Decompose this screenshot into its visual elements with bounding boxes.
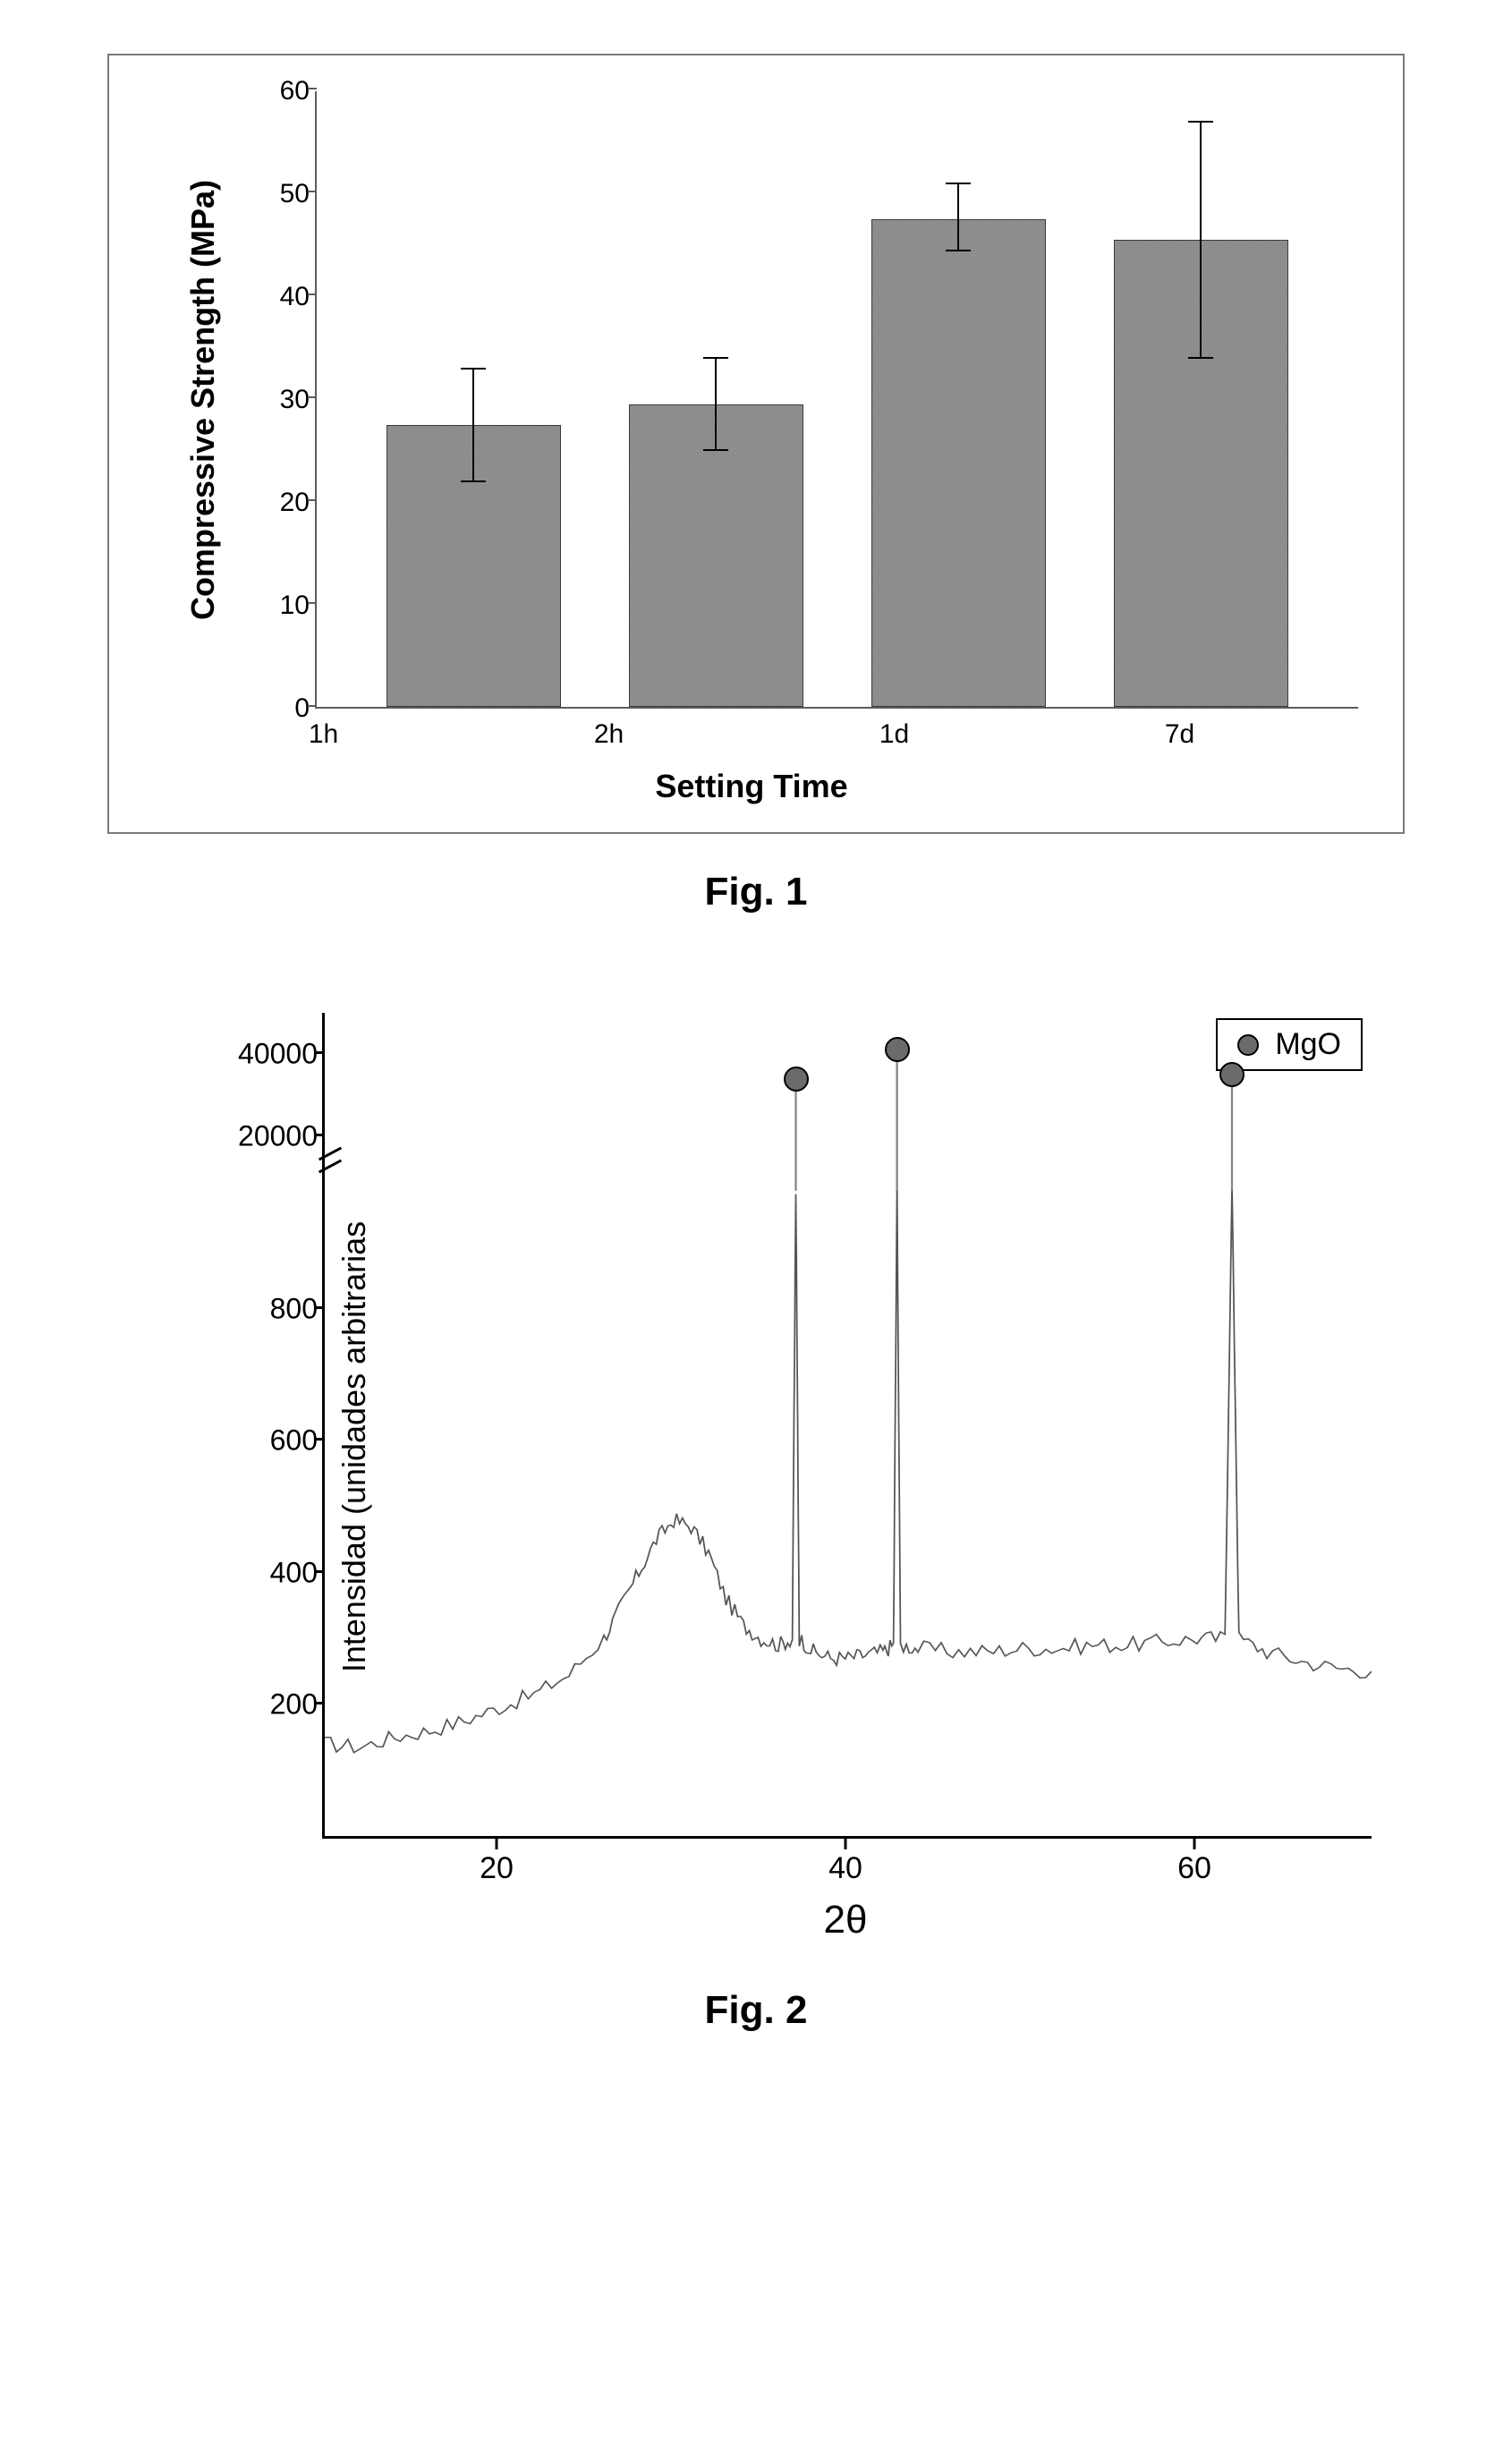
fig1-ytick: 50 bbox=[280, 179, 310, 209]
fig1-plot-area bbox=[315, 91, 1358, 709]
fig2-legend-marker bbox=[1237, 1034, 1259, 1056]
fig2-xlabel: 2θ bbox=[322, 1898, 1369, 1942]
fig1-ytick: 40 bbox=[280, 282, 310, 312]
fig1-errorbar bbox=[472, 369, 474, 481]
fig1-ylabel: Compressive Strength (MPa) bbox=[184, 180, 222, 620]
fig1-ytick-mark bbox=[308, 602, 317, 604]
fig2-ytick-mark bbox=[314, 1134, 325, 1136]
fig2-ytick-mark bbox=[314, 1438, 325, 1441]
fig1-xtick: 1d bbox=[879, 719, 909, 750]
fig1-ytick-mark bbox=[308, 705, 317, 707]
fig2-panel: Intensity (arbitrary units) Intensidad (… bbox=[107, 1013, 1405, 1952]
fig1-ytick: 10 bbox=[280, 591, 310, 621]
fig1-ytick-mark bbox=[308, 88, 317, 89]
fig1-errorbar-cap bbox=[703, 449, 728, 451]
fig1-panel: Compressive Strength (MPa) 0 10 20 30 40 50 60… bbox=[107, 54, 1405, 834]
fig1-ytick-mark bbox=[308, 499, 317, 501]
fig1-ytick-mark bbox=[308, 293, 317, 295]
fig1-ytick: 30 bbox=[280, 385, 310, 415]
fig2-line-svg bbox=[325, 1013, 1372, 1836]
fig2-ytick: 800 bbox=[237, 1293, 318, 1326]
fig1-xtick: 1h bbox=[309, 719, 338, 750]
fig1-bar-slot bbox=[871, 91, 1046, 707]
fig1-chart: Compressive Strength (MPa) 0102030405060 bbox=[145, 91, 1358, 709]
fig2-xtick: 60 bbox=[1177, 1851, 1211, 1886]
fig1-ytick: 60 bbox=[280, 76, 310, 106]
fig2-ytick: 600 bbox=[237, 1424, 318, 1458]
fig2-caption: Fig. 2 bbox=[107, 1988, 1405, 2033]
fig2-ytick-mark bbox=[314, 1051, 325, 1054]
fig1-bars bbox=[317, 91, 1358, 707]
fig1-errorbar-cap bbox=[946, 183, 971, 184]
fig2-xtick: 40 bbox=[828, 1851, 862, 1886]
fig1-xlabel: Setting Time bbox=[145, 768, 1358, 805]
fig2-legend-label: MgO bbox=[1275, 1027, 1341, 1062]
fig1-xtick: 7d bbox=[1165, 719, 1194, 750]
fig1-caption: Fig. 1 bbox=[107, 870, 1405, 914]
fig1-errorbar bbox=[715, 358, 717, 450]
fig1-errorbar bbox=[957, 183, 959, 251]
fig1-errorbar-cap bbox=[461, 368, 486, 370]
fig2-ytick: 40000 bbox=[237, 1038, 318, 1071]
fig1-errorbar-cap bbox=[461, 480, 486, 482]
fig2-xtick: 20 bbox=[480, 1851, 514, 1886]
fig1-bar-slot bbox=[629, 91, 803, 707]
fig1-yticks: 0102030405060 bbox=[261, 91, 315, 709]
fig2-ytick-mark bbox=[314, 1306, 325, 1309]
fig2-ytick: 400 bbox=[237, 1556, 318, 1589]
fig1-errorbar-cap bbox=[703, 357, 728, 359]
fig2-ytick: 20000 bbox=[237, 1120, 318, 1153]
fig2-spectrum-line bbox=[325, 1178, 1372, 1753]
fig1-bar-slot bbox=[1114, 91, 1288, 707]
fig1-ytick-mark bbox=[308, 396, 317, 398]
fig1-xticklabels: 1h 2h 1d 7d bbox=[145, 719, 1358, 750]
fig2-ytick-mark bbox=[314, 1570, 325, 1573]
fig2-peak-marker bbox=[885, 1037, 910, 1062]
fig1-errorbar-cap bbox=[946, 250, 971, 251]
fig2-xtick-mark bbox=[845, 1839, 847, 1849]
fig2-axis-break bbox=[318, 1147, 343, 1177]
fig1-bar-slot bbox=[386, 91, 561, 707]
fig1-bar bbox=[871, 219, 1046, 707]
fig1-bar-fill bbox=[871, 219, 1046, 707]
fig1-ytick: 20 bbox=[280, 488, 310, 518]
fig1-ytick-mark bbox=[308, 191, 317, 192]
fig2-peak-marker bbox=[784, 1067, 809, 1092]
fig2-peak-marker bbox=[1219, 1062, 1244, 1087]
fig1-errorbar-cap bbox=[1188, 121, 1213, 123]
fig2-ytick: 200 bbox=[237, 1687, 318, 1721]
fig1-ytick: 0 bbox=[294, 693, 310, 724]
fig1-xtick: 2h bbox=[594, 719, 624, 750]
fig1-ylabel-col: Compressive Strength (MPa) bbox=[145, 91, 261, 709]
fig2-stage: Intensity (arbitrary units) Intensidad (… bbox=[107, 1013, 1405, 1952]
fig2-xtick-mark bbox=[496, 1839, 498, 1849]
fig1-errorbar bbox=[1200, 122, 1202, 358]
fig2-xticks: 20 40 60 bbox=[322, 1839, 1369, 1892]
fig2-ylabels: Intensity (arbitrary units) Intensidad (… bbox=[107, 1013, 215, 1881]
fig2-plot-area: 2004006008002000040000 MgO bbox=[322, 1013, 1372, 1839]
fig1-errorbar-cap bbox=[1188, 357, 1213, 359]
fig2-ytick-mark bbox=[314, 1702, 325, 1704]
fig2-xtick-mark bbox=[1193, 1839, 1196, 1849]
